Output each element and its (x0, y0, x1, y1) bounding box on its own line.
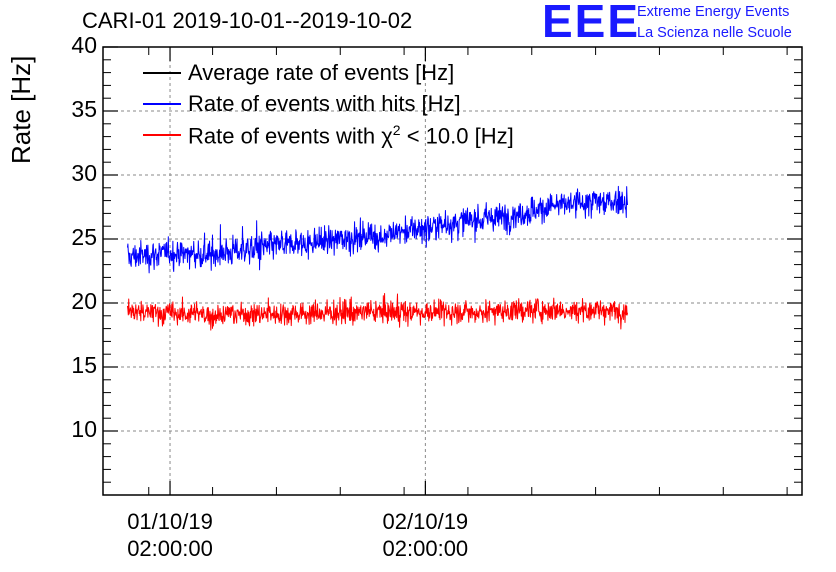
grid-lines (103, 47, 802, 495)
legend-label-chi2: Rate of events with χ2 < 10.0 [Hz] (188, 122, 514, 149)
x-tick-label: 01/10/19 02:00:00 (127, 509, 213, 561)
legend-label-average: Average rate of events [Hz] (188, 60, 455, 85)
chart-title: CARI-01 2019-10-01--2019-10-02 (82, 8, 413, 33)
plot-frame (102, 46, 803, 496)
y-tick-label: 25 (71, 224, 97, 250)
series-layer (126, 185, 629, 331)
logo-line-1: Extreme Energy Events (637, 4, 790, 20)
legend-label-hits: Rate of events with hits [Hz] (188, 91, 461, 116)
y-axis-label: Rate [Hz] (6, 55, 36, 164)
logo-line-2: La Scienza nelle Scuole (637, 25, 792, 41)
legend-swatch-average (143, 72, 181, 74)
legend-swatch-hits (143, 103, 181, 105)
legend-swatch-chi2 (143, 134, 181, 136)
y-tick-label: 30 (71, 160, 97, 186)
series-line-chi2 (126, 292, 629, 331)
x-tick-label: 02/10/19 02:00:00 (382, 509, 469, 561)
eee-logo: EEE (542, 0, 641, 47)
y-tick-label: 40 (71, 32, 97, 58)
y-tick-label: 35 (71, 96, 97, 122)
y-tick-label: 15 (71, 352, 97, 378)
series-line-hits (126, 185, 629, 274)
y-tick-label: 20 (71, 288, 97, 314)
y-tick-label: 10 (71, 416, 97, 442)
axis-ticks (103, 46, 802, 495)
